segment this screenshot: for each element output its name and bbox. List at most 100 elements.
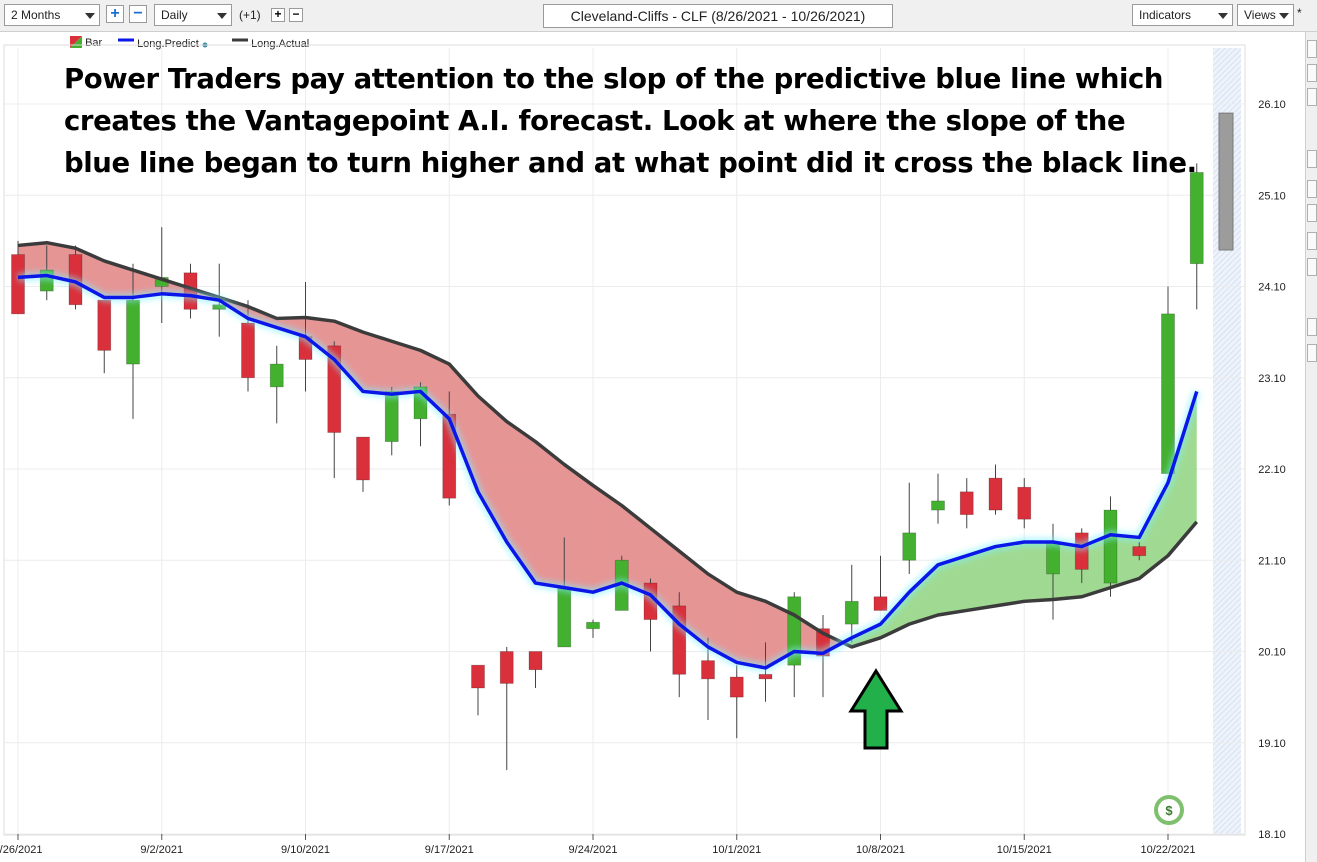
candle-up [844,600,859,625]
grid [4,48,1245,835]
legend-actual-label: Long.Actual [251,38,310,50]
sidebar-tool[interactable] [1307,88,1317,106]
y-tick-label: 23.10 [1258,373,1286,385]
candle-down [1132,546,1147,557]
candle-down [356,436,370,481]
candle-down [959,491,974,516]
candle-down [97,299,112,351]
x-axis: 8/26/2021 9/2/2021 9/10/2021 9/17/2021 9/24/… [0,834,1196,856]
x-tick-label: 9/10/2021 [281,844,330,856]
sidebar-tool[interactable] [1307,180,1317,198]
indicators-select[interactable]: Indicators [1132,4,1233,26]
plot-frame [3,44,1246,836]
annotation-line-2: creates the Vantagepoint A.I. forecast. … [64,105,1126,137]
period-select[interactable]: Daily [154,4,232,26]
offset-minus-button[interactable]: − [289,8,303,22]
actual-line-icon [232,38,248,42]
legend-actual[interactable]: Long.Actual [232,36,309,50]
candle-up [1161,313,1175,474]
legend-predict-label: Long.Predict [137,38,199,50]
sidebar-tool[interactable] [1307,258,1317,276]
offset-plus-button[interactable]: + [271,8,285,22]
chevron-down-icon [217,13,227,19]
zoom-out-button[interactable]: − [129,5,147,23]
y-tick-label: 25.10 [1258,190,1286,202]
views-select[interactable]: Views [1237,4,1294,26]
views-label: Views [1244,8,1276,22]
candle-up [1103,509,1118,584]
bearish-fill [18,242,843,668]
chart-title: Cleveland-Cliffs - CLF (8/26/2021 - 10/2… [543,4,893,28]
candle-up [269,363,284,388]
toolbar: 2 Months + − Daily (+1) + − Cleveland-Cl… [0,0,1317,32]
series-line-long-predict [17,273,1199,670]
chevron-down-icon [1279,13,1289,19]
annotation-line-1: Power Traders pay attention to the slop … [64,63,1164,95]
candle-up [557,587,572,648]
y-tick-label: 21.10 [1258,555,1286,567]
period-select-value: Daily [161,8,188,22]
x-tick-label: 9/24/2021 [569,844,618,856]
chevron-down-icon [1218,13,1228,19]
candle-down [1074,532,1089,570]
y-tick-label: 20.10 [1258,647,1286,659]
candle-down [471,664,485,689]
y-axis: 26.10 25.10 24.10 23.10 22.10 21.10 20.10 19.10… [1258,99,1286,841]
up-arrow-icon [848,668,904,750]
candle-down [758,673,773,680]
views-pin-icon[interactable]: * [1297,6,1302,20]
candle-down [499,651,514,684]
x-tick-label: 10/15/2021 [997,844,1052,856]
candle-down [241,322,255,379]
candle-down [701,660,715,680]
x-tick-label: 9/2/2021 [140,844,183,856]
x-tick-label: 8/26/2021 [0,844,42,856]
y-tick-label: 22.10 [1258,464,1286,476]
sidebar-tool[interactable] [1307,150,1317,168]
annotation-line-3: blue line began to turn higher and at wh… [64,147,1197,179]
legend-bar-label: Bar [85,37,103,49]
x-tick-label: 10/22/2021 [1140,844,1195,856]
dollar-badge-icon[interactable]: $ [1154,795,1184,825]
candle-up [931,500,945,511]
candle-down [729,676,744,698]
chevron-down-icon [85,13,95,19]
candle-up [384,391,399,443]
candle-up [902,532,917,561]
y-tick-label: 26.10 [1258,99,1286,111]
sidebar-tool[interactable] [1307,204,1317,222]
series-lines [17,240,1202,673]
y-tick-label: 19.10 [1258,738,1286,750]
forecast-bar [1218,112,1234,251]
candle-down [11,254,25,315]
x-tick-label: 9/17/2021 [425,844,474,856]
svg-text:$: $ [1165,803,1173,818]
x-tick-label: 10/8/2021 [856,844,905,856]
legend-predict[interactable]: Long.Predict [118,36,208,50]
candle-down [988,477,1003,511]
predict-line-icon [118,38,134,42]
sidebar-tool[interactable] [1307,344,1317,362]
candle-down [528,651,543,671]
candle-down [1017,486,1032,520]
y-tick-label: 24.10 [1258,282,1286,294]
indicators-label: Indicators [1139,8,1192,22]
sidebar-tool[interactable] [1307,40,1317,58]
x-tick-label: 10/1/2021 [712,844,761,856]
candle-up [126,299,140,365]
annotation-text: Power Traders pay attention to the slop … [64,58,1197,184]
offset-label: (+1) [239,8,261,22]
y-tick-label: 18.10 [1258,829,1286,841]
zoom-in-button[interactable]: + [106,5,124,23]
series-glow-long-predict [17,271,1202,673]
range-select-value: 2 Months [11,8,61,22]
sidebar-tool[interactable] [1307,64,1317,82]
candle-up [586,621,600,630]
range-select[interactable]: 2 Months [4,4,100,26]
sidebar-tool[interactable] [1307,232,1317,250]
candle-up [1189,172,1204,265]
sidebar-tool[interactable] [1307,318,1317,336]
candle-down [873,596,888,611]
right-tool-sidebar [1305,32,1317,862]
